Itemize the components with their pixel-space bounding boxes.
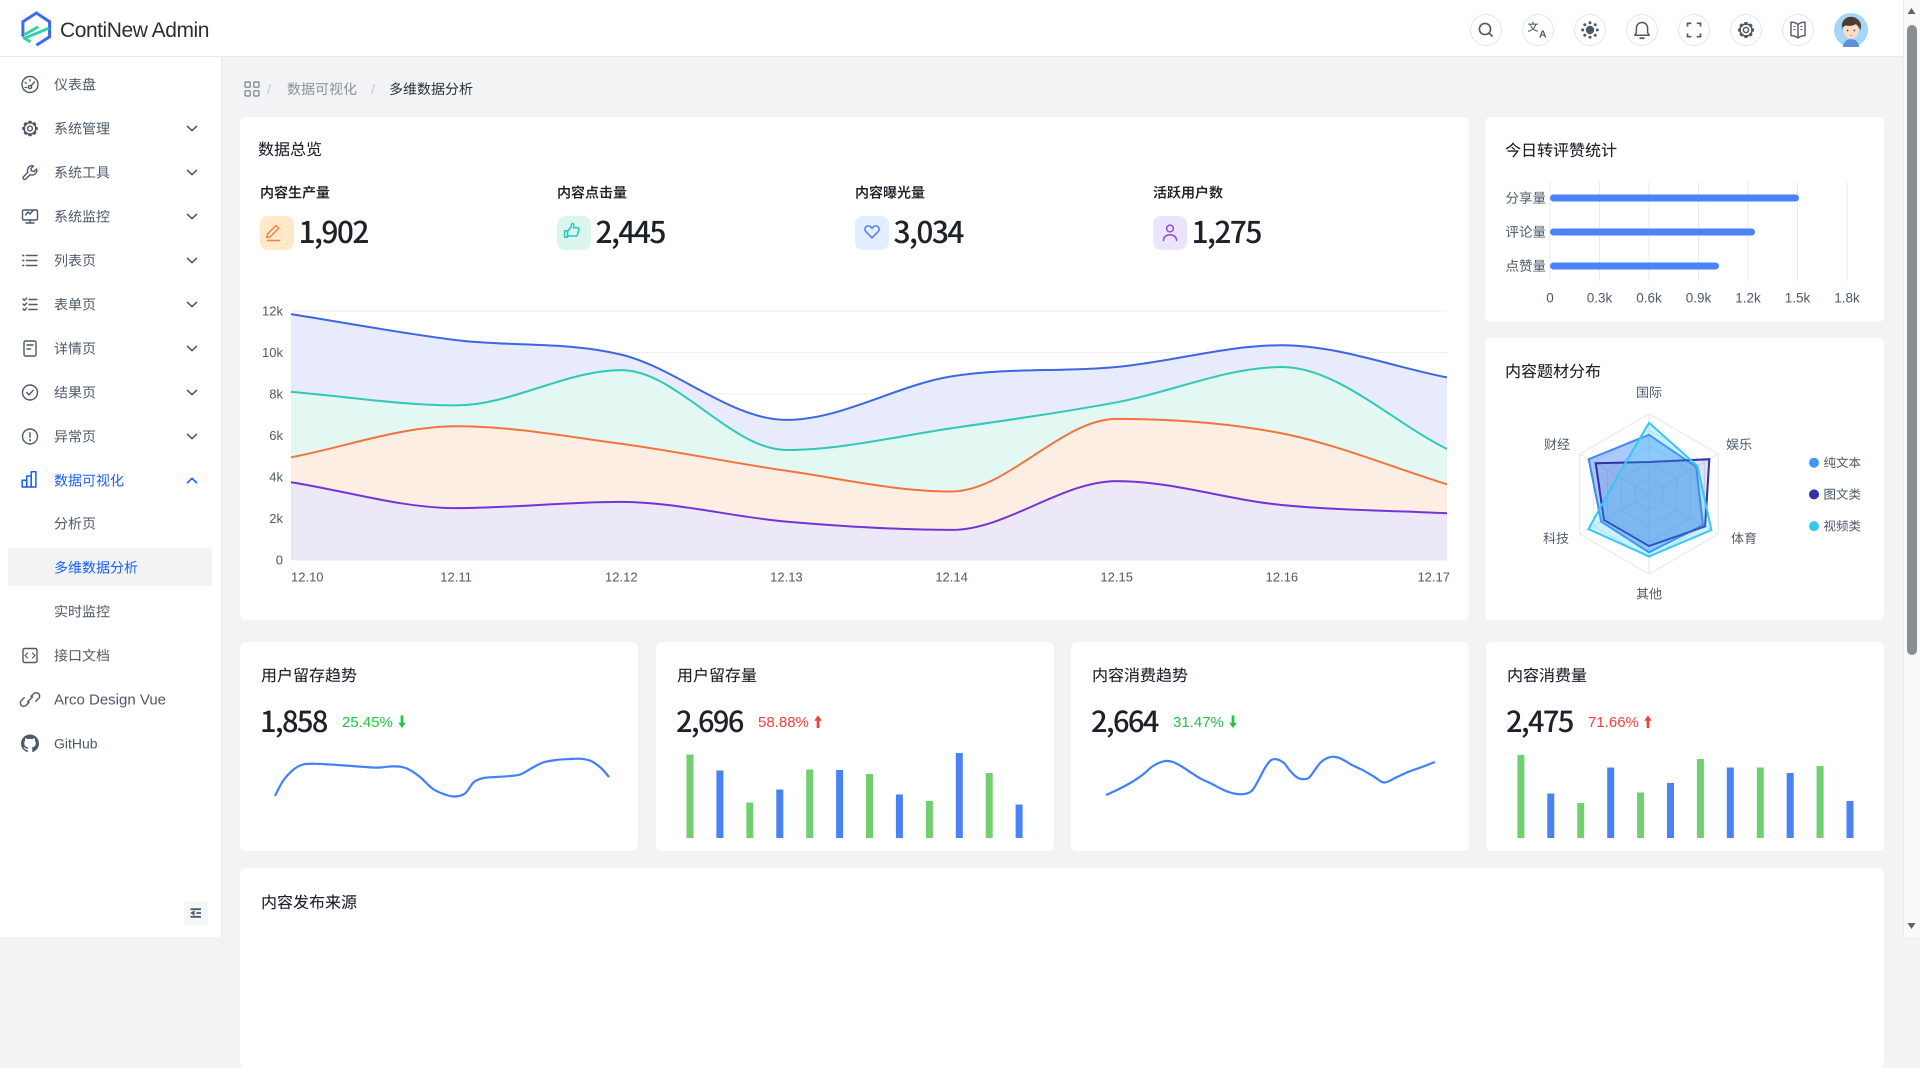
svg-text:8k: 8k [269,387,283,402]
svg-text:12.11: 12.11 [440,570,472,585]
svg-text:10k: 10k [262,345,283,360]
svg-text:12.12: 12.12 [605,570,638,585]
svg-text:/: / [371,81,375,97]
svg-text:58.88%: 58.88% [758,714,809,731]
svg-text:4k: 4k [269,470,283,485]
svg-text:A: A [1539,29,1547,41]
svg-text:1.5k: 1.5k [1785,291,1811,306]
svg-text:0.9k: 0.9k [1686,291,1712,306]
svg-text:1.2k: 1.2k [1735,291,1761,306]
svg-text:Arco Design Vue: Arco Design Vue [54,692,166,709]
svg-text:6k: 6k [269,428,283,443]
svg-text:ContiNew Admin: ContiNew Admin [60,19,209,42]
svg-text:71.66%: 71.66% [1588,714,1639,731]
svg-text:12k: 12k [262,304,283,319]
svg-text:0: 0 [1546,291,1554,306]
svg-text:/: / [267,81,271,97]
svg-text:25.45%: 25.45% [342,714,393,731]
svg-text:12.14: 12.14 [935,570,968,585]
svg-text:0.6k: 0.6k [1636,291,1662,306]
svg-text:12.13: 12.13 [770,570,803,585]
svg-text:GitHub: GitHub [54,736,98,752]
svg-text:0.3k: 0.3k [1587,291,1613,306]
svg-text:2k: 2k [269,511,283,526]
svg-text:12.17: 12.17 [1417,570,1450,585]
svg-text:31.47%: 31.47% [1173,714,1224,731]
svg-text:0: 0 [276,553,283,568]
svg-text:1.8k: 1.8k [1834,291,1860,306]
svg-text:12.15: 12.15 [1100,570,1133,585]
svg-text:12.16: 12.16 [1266,570,1299,585]
svg-text:12.10: 12.10 [291,570,324,585]
